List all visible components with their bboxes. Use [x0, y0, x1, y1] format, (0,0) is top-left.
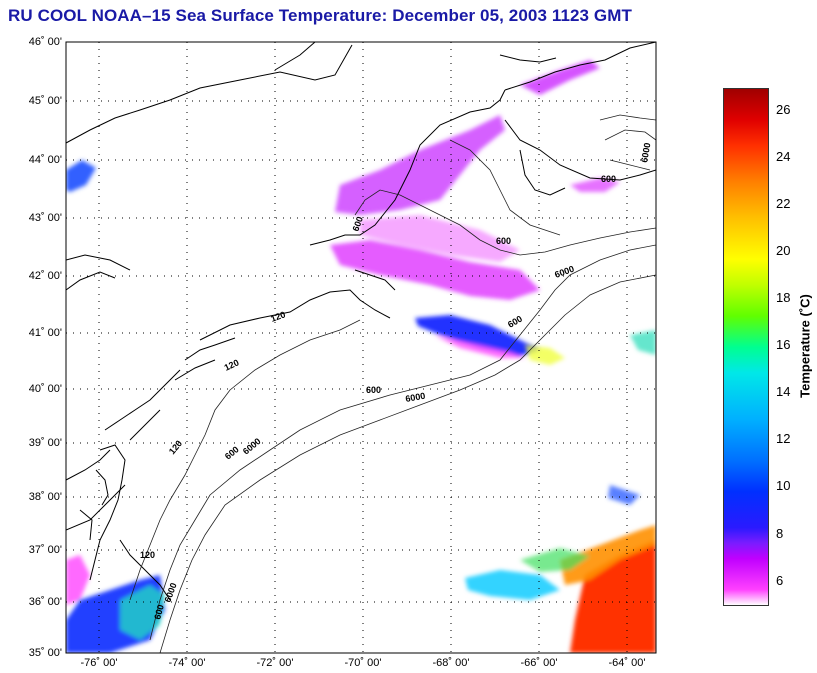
contour-label: 120 — [223, 357, 241, 372]
lon-label-72: -72˚ 00' — [256, 657, 294, 669]
temperature-colorbar — [723, 88, 769, 606]
contour-label: 600 — [350, 215, 365, 233]
lat-label-41: 41˚ 00' — [28, 327, 62, 339]
lon-label-64: -64˚ 00' — [608, 657, 646, 669]
colorbar-tick: 8 — [776, 526, 784, 541]
sst-patch-east-blue — [608, 485, 640, 505]
lon-label-76: -76˚ 00' — [80, 657, 118, 669]
sst-patch-nova-scotia-2 — [570, 178, 620, 192]
contour-label: 6000 — [639, 142, 652, 163]
contour-label: 600 — [223, 444, 241, 461]
colorbar-tick: 6 — [776, 573, 784, 588]
sst-patch-gulf-stream-orange — [560, 525, 656, 585]
contour-label: 600 — [152, 603, 166, 620]
sst-patch-slope-yellow — [525, 345, 565, 365]
sst-patch-scotian — [360, 215, 520, 262]
sst-cold-patches — [66, 60, 620, 605]
colorbar-tick: 26 — [776, 102, 791, 117]
colorbar-tick: 24 — [776, 149, 791, 164]
lat-label-40: 40˚ 00' — [28, 383, 62, 395]
lat-label-45: 45˚ 00' — [28, 95, 62, 107]
contour-labels: 120 600 6000 120 600 6000 120 6000 600 1… — [140, 142, 652, 621]
colorbar-label: Temperature (˚C) — [797, 294, 813, 398]
lat-label-35: 35˚ 00' — [28, 647, 62, 659]
colorbar-tick: 18 — [776, 290, 791, 305]
contour-label: 600 — [506, 314, 524, 330]
bathymetry-contours — [129, 114, 656, 653]
sst-patch-gulf-of-maine — [335, 115, 505, 215]
sst-patch-lake — [66, 160, 96, 192]
sst-warm-patches — [66, 330, 656, 653]
lat-label-46: 46˚ 00' — [28, 36, 62, 48]
lat-label-44: 44˚ 00' — [28, 154, 62, 166]
contour-label: 600 — [366, 385, 381, 395]
colorbar-tick: 12 — [776, 431, 791, 446]
lat-label-42: 42˚ 00' — [28, 270, 62, 282]
coastline — [66, 42, 656, 601]
map-frame — [65, 41, 657, 654]
sst-patch-gulf-stream-warm — [570, 540, 656, 653]
sst-patch-blue-band — [415, 315, 540, 356]
colorbar-tick: 14 — [776, 384, 791, 399]
contour-label: 600 — [601, 174, 616, 184]
colorbar-tick: 10 — [776, 478, 791, 493]
lat-label-36: 36˚ 00' — [28, 596, 62, 608]
contour-label: 120 — [269, 309, 287, 324]
sst-patch-east-cyan — [630, 330, 656, 355]
lon-label-68: -68˚ 00' — [432, 657, 470, 669]
contour-label: 6000 — [553, 264, 575, 280]
colorbar-tick: 22 — [776, 196, 791, 211]
contour-label: 120 — [140, 550, 155, 560]
graticule — [66, 42, 656, 653]
contour-label: 6000 — [241, 436, 263, 457]
colorbar-tick: 16 — [776, 337, 791, 352]
contour-label: 600 — [496, 236, 511, 246]
lon-label-74: -74˚ 00' — [168, 657, 206, 669]
map-title: RU COOL NOAA–15 Sea Surface Temperature:… — [8, 6, 633, 25]
lat-label-39: 39˚ 00' — [28, 437, 62, 449]
lat-label-38: 38˚ 00' — [28, 491, 62, 503]
contour-label: 6000 — [405, 391, 426, 404]
lat-label-37: 37˚ 00' — [28, 544, 62, 556]
sst-patch-georges — [330, 240, 540, 300]
lon-label-66: -66˚ 00' — [520, 657, 558, 669]
lon-label-70: -70˚ 00' — [344, 657, 382, 669]
sst-patch-nova-scotia — [520, 60, 600, 95]
sst-patch-gulf-stream-green — [520, 548, 590, 572]
contour-label: 120 — [167, 438, 184, 456]
sst-patch-magenta-shelf — [435, 336, 525, 358]
sst-patch-chesapeake — [66, 555, 90, 605]
sst-patch-gulf-stream-cyan — [465, 570, 560, 600]
colorbar-tick: 20 — [776, 243, 791, 258]
lat-label-43: 43˚ 00' — [28, 212, 62, 224]
